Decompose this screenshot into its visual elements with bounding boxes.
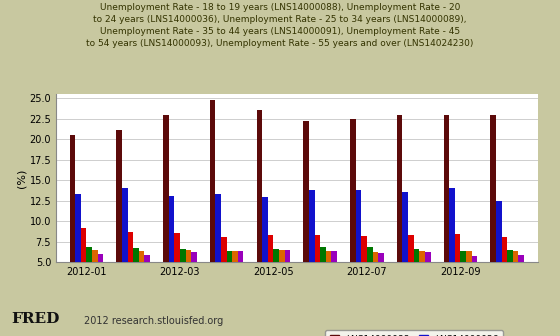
Bar <box>139 251 144 303</box>
Bar <box>216 194 221 303</box>
Bar <box>519 255 524 303</box>
Bar <box>403 193 408 303</box>
Bar <box>455 234 460 303</box>
Bar <box>144 255 150 303</box>
Bar <box>81 228 86 303</box>
Bar <box>356 190 361 303</box>
Bar <box>210 100 216 303</box>
Bar <box>92 250 97 303</box>
Legend: LNS14000088, LNS14000089, LNS14000093, LNS14000036, LNS14000091, LNS14024230: LNS14000088, LNS14000089, LNS14000093, L… <box>325 330 503 336</box>
Bar <box>449 187 455 303</box>
Bar <box>361 236 367 303</box>
Bar <box>414 249 419 303</box>
Bar <box>75 194 81 303</box>
Bar <box>122 188 128 303</box>
Bar <box>315 235 320 303</box>
Bar <box>304 121 309 303</box>
Bar <box>238 251 244 303</box>
Bar <box>496 201 502 303</box>
Text: Unemployment Rate - 18 to 19 years (LNS14000088), Unemployment Rate - 20
to 24 y: Unemployment Rate - 18 to 19 years (LNS1… <box>86 3 474 48</box>
Bar <box>367 247 372 303</box>
Bar <box>268 235 273 303</box>
Bar <box>256 111 262 303</box>
Bar <box>320 247 326 303</box>
Bar <box>284 250 290 303</box>
Bar <box>507 250 513 303</box>
Y-axis label: (%): (%) <box>17 168 27 188</box>
Bar <box>444 115 449 303</box>
Bar <box>326 251 332 303</box>
Bar <box>502 237 507 303</box>
Bar <box>466 251 472 303</box>
Bar <box>378 253 384 303</box>
Bar <box>397 115 403 303</box>
Bar <box>350 119 356 303</box>
Bar <box>174 233 180 303</box>
Bar <box>169 196 174 303</box>
Bar <box>116 130 122 303</box>
Bar <box>97 254 103 303</box>
Bar <box>332 251 337 303</box>
Bar <box>163 115 169 303</box>
Bar <box>227 251 232 303</box>
Bar <box>372 252 378 303</box>
Bar <box>133 248 139 303</box>
Bar <box>185 250 191 303</box>
Bar <box>191 252 197 303</box>
Bar <box>262 197 268 303</box>
Bar <box>513 251 519 303</box>
Bar <box>273 249 279 303</box>
Bar <box>425 252 431 303</box>
Bar <box>408 235 414 303</box>
Bar <box>69 135 75 303</box>
Bar <box>128 232 133 303</box>
Bar <box>180 249 185 303</box>
Bar <box>279 250 284 303</box>
Bar <box>86 247 92 303</box>
Bar <box>232 251 238 303</box>
Text: FRED: FRED <box>11 312 59 326</box>
Bar <box>491 115 496 303</box>
Bar <box>472 256 477 303</box>
Text: 2012 research.stlouisfed.org: 2012 research.stlouisfed.org <box>84 316 223 326</box>
Bar <box>309 190 315 303</box>
Bar <box>221 238 227 303</box>
Bar <box>460 251 466 303</box>
Bar <box>419 251 425 303</box>
